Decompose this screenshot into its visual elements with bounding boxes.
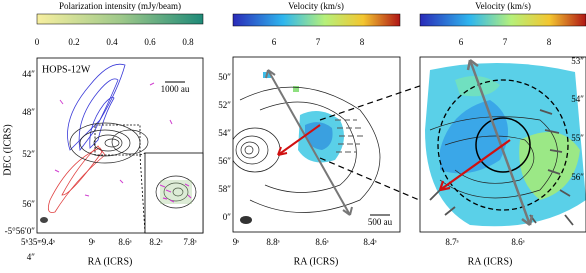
scale-bar-label: 1000 au bbox=[161, 84, 190, 94]
y-tick-label: 54″ bbox=[571, 94, 584, 104]
colorbar-label: Polarization intensity (mJy/beam) bbox=[59, 1, 181, 11]
y-tick-label: 52″ bbox=[218, 100, 231, 110]
colorbar-tick: 6 bbox=[272, 37, 277, 47]
inset-x-tick-label: 8.2ˢ bbox=[149, 237, 162, 247]
y-tick-label: 54″ bbox=[218, 128, 231, 138]
colorbar-tick: 7 bbox=[503, 37, 508, 47]
x-tick-label: 8.6ˢ bbox=[315, 237, 328, 247]
x-tick-label: 8.6ˢ bbox=[511, 237, 524, 247]
x-axis-label: RA (ICRS) bbox=[294, 256, 339, 267]
y-tick-label: -5°56′0″ bbox=[5, 226, 36, 236]
x-tick-label: 8.8ˢ bbox=[266, 237, 279, 247]
map-b bbox=[233, 57, 400, 232]
colorbar-tick: 6 bbox=[459, 37, 464, 47]
colorbar-tick: 0.2 bbox=[68, 37, 79, 47]
y-axis-label: DEC (ICRS) bbox=[2, 124, 13, 175]
x-axis-label: RA (ICRS) bbox=[88, 256, 133, 267]
y-tick-label: 4″ bbox=[27, 252, 36, 262]
x-axis-label: RA (ICRS) bbox=[468, 256, 513, 267]
colorbar bbox=[36, 13, 204, 25]
y-tick-label: 56″ bbox=[22, 199, 35, 209]
y-tick-label: 52″ bbox=[22, 149, 35, 159]
y-tick-label: 56″ bbox=[218, 156, 231, 166]
colorbar-label: Velocity (km/s) bbox=[288, 1, 344, 11]
y-tick-label: 44″ bbox=[22, 69, 35, 79]
map-c bbox=[420, 57, 586, 232]
x-tick-label: 8.4ˢ bbox=[363, 237, 376, 247]
colorbar-tick: 0.8 bbox=[182, 37, 194, 47]
colorbar-tick: 8 bbox=[360, 37, 365, 47]
y-tick-label: 55″ bbox=[571, 133, 584, 143]
colorbar-tick: 0 bbox=[35, 37, 40, 47]
map-a bbox=[37, 58, 203, 233]
x-tick-label: 5ʰ35ᵐ9.4ˢ bbox=[21, 237, 55, 247]
y-tick-label: 53″ bbox=[571, 56, 584, 66]
colorbar-tick: 7 bbox=[316, 37, 321, 47]
colorbar-tick: 8 bbox=[547, 37, 552, 47]
y-tick-label: 56″ bbox=[571, 172, 584, 182]
x-tick-label: 8.7ˢ bbox=[445, 237, 458, 247]
y-tick-label: 58″ bbox=[218, 184, 231, 194]
x-tick-label: 9ˢ bbox=[233, 237, 240, 247]
x-tick-label: 8.6ˢ bbox=[118, 237, 131, 247]
colorbar-label: Velocity (km/s) bbox=[475, 1, 531, 11]
y-tick-label: 50″ bbox=[218, 72, 231, 82]
y-tick-label: 48″ bbox=[22, 107, 35, 117]
colorbar bbox=[232, 13, 401, 27]
colorbar bbox=[419, 13, 586, 27]
inset bbox=[144, 152, 204, 234]
x-tick-label: 9ˢ bbox=[89, 237, 96, 247]
source-label: HOPS-12W bbox=[42, 64, 91, 75]
colorbar-tick: 0.4 bbox=[106, 37, 118, 47]
scale-bar-label: 500 au bbox=[368, 217, 393, 227]
colorbar-tick: 0.6 bbox=[144, 37, 156, 47]
inset-x-tick-label: 7.8ˢ bbox=[183, 237, 196, 247]
y-tick-label: 0″ bbox=[223, 212, 232, 222]
